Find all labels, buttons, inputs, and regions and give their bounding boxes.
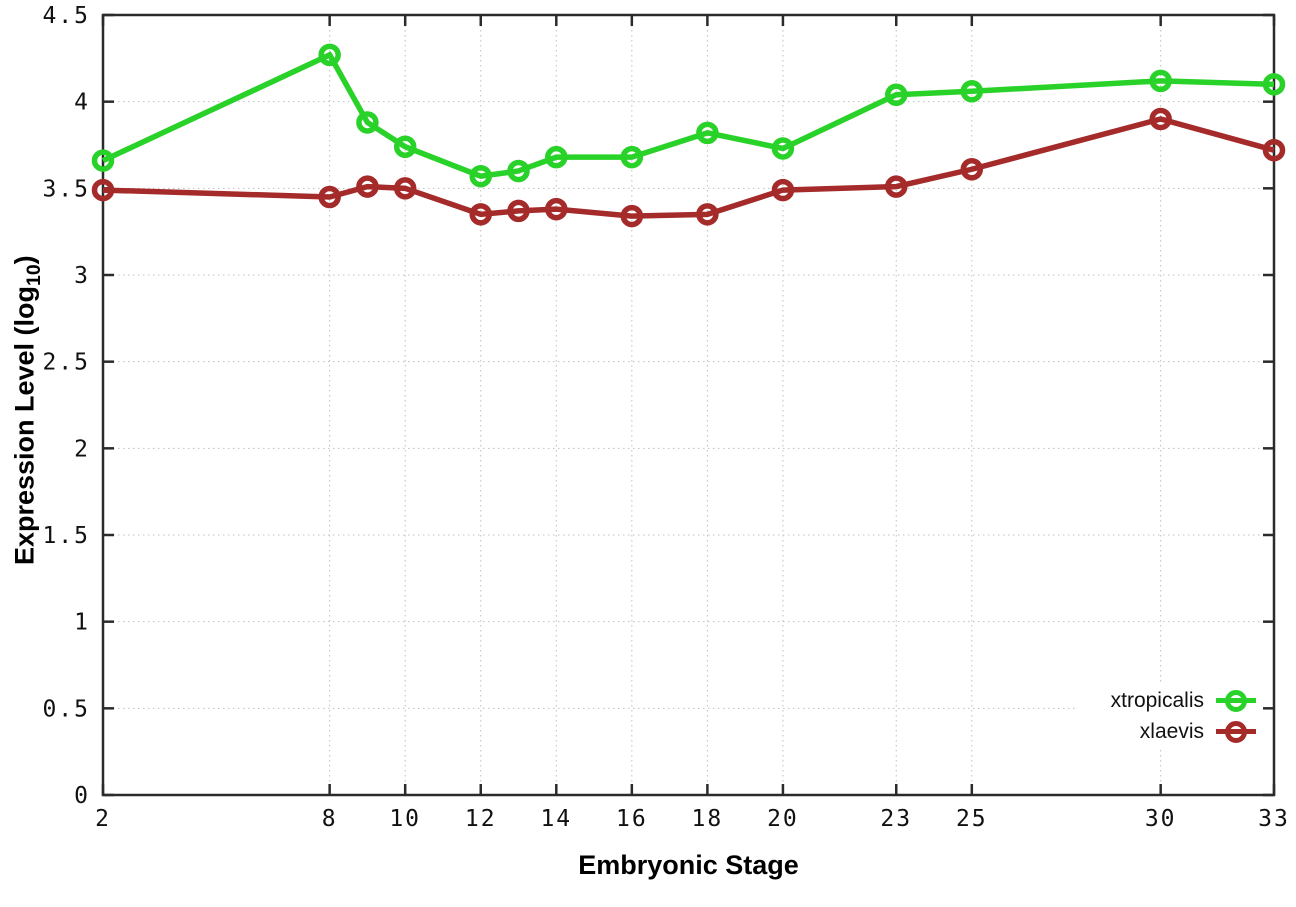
marker-xtropicalis-stage-18 [696, 121, 719, 145]
marker-xtropicalis-stage-8 [318, 43, 341, 67]
x-tick-label-33: 33 [1258, 806, 1290, 832]
marker-xlaevis-stage-20 [771, 178, 795, 202]
marker-xtropicalis-stage-16 [620, 145, 644, 169]
x-tick-label-18: 18 [692, 806, 724, 832]
x-tick-label-25: 25 [956, 806, 988, 832]
x-tick-label-12: 12 [465, 806, 497, 832]
marker-xtropicalis-stage-10 [393, 135, 417, 158]
x-tick-label-30: 30 [1145, 806, 1177, 832]
legend-item-xlaevis: xlaevis [1111, 717, 1256, 746]
legend-circle-marker-icon [1225, 720, 1247, 743]
x-tick-label-23: 23 [880, 806, 912, 832]
marker-xlaevis-stage-25 [960, 158, 984, 181]
y-tick-label-3.5: 3.5 [42, 176, 90, 202]
y-tick-label-0.5: 0.5 [42, 696, 90, 722]
marker-xtropicalis-stage-14 [545, 145, 568, 169]
legend-marker-xtropicalis-icon [1216, 689, 1256, 713]
legend: xtropicalis xlaevis [1076, 684, 1260, 748]
plot-border [101, 13, 1276, 797]
marker-xlaevis-stage-33 [1262, 138, 1286, 162]
legend-marker-xlaevis-icon [1216, 720, 1256, 744]
marker-xlaevis-stage-30 [1149, 107, 1172, 131]
legend-label-xtropicalis: xtropicalis [1110, 688, 1204, 712]
marker-xtropicalis-stage-25 [960, 80, 984, 103]
marker-xlaevis-stage-9 [356, 175, 379, 198]
marker-xlaevis-stage-13 [507, 199, 530, 223]
marker-xtropicalis-stage-23 [885, 83, 908, 106]
marker-xlaevis-stage-23 [885, 175, 908, 198]
y-tick-label-2.5: 2.5 [42, 350, 90, 376]
y-tick-label-4: 4 [74, 90, 90, 116]
y-tick-label-1: 1 [74, 610, 90, 636]
marker-xtropicalis-stage-2 [91, 149, 115, 172]
marker-xlaevis-stage-18 [696, 203, 719, 226]
marker-xtropicalis-stage-9 [356, 111, 379, 134]
marker-xtropicalis-stage-30 [1149, 69, 1172, 93]
legend-item-xtropicalis: xtropicalis [1111, 686, 1256, 715]
x-axis-title: Embryonic Stage [578, 850, 799, 880]
marker-xlaevis-stage-10 [393, 177, 417, 200]
x-tick-label-10: 10 [389, 806, 421, 832]
series-line-xlaevis [102, 116, 1275, 219]
marker-xtropicalis-stage-33 [1262, 73, 1286, 96]
marker-xlaevis-stage-14 [545, 197, 568, 221]
marker-xlaevis-stage-12 [469, 203, 492, 226]
marker-xtropicalis-stage-20 [771, 137, 795, 160]
marker-xtropicalis-stage-12 [469, 164, 492, 188]
x-tick-label-2: 2 [95, 806, 111, 832]
marker-xlaevis-stage-16 [620, 204, 644, 228]
y-tick-label-3: 3 [74, 263, 90, 289]
x-tick-label-14: 14 [540, 806, 572, 832]
legend-label-xlaevis: xlaevis [1139, 719, 1204, 743]
x-tick-label-20: 20 [767, 806, 799, 832]
y-tick-label-2: 2 [74, 436, 90, 462]
legend-circle-marker-icon [1225, 689, 1247, 712]
x-tick-label-8: 8 [322, 806, 338, 832]
y-tick-label-1.5: 1.5 [42, 523, 90, 549]
marker-xlaevis-stage-8 [318, 185, 341, 209]
x-tick-label-16: 16 [616, 806, 648, 832]
y-tick-label-4.5: 4.5 [42, 3, 90, 29]
marker-xtropicalis-stage-13 [507, 159, 530, 183]
series-line-xtropicalis [101, 51, 1275, 180]
marker-xlaevis-stage-2 [91, 178, 115, 202]
y-tick-label-0: 0 [74, 783, 90, 809]
